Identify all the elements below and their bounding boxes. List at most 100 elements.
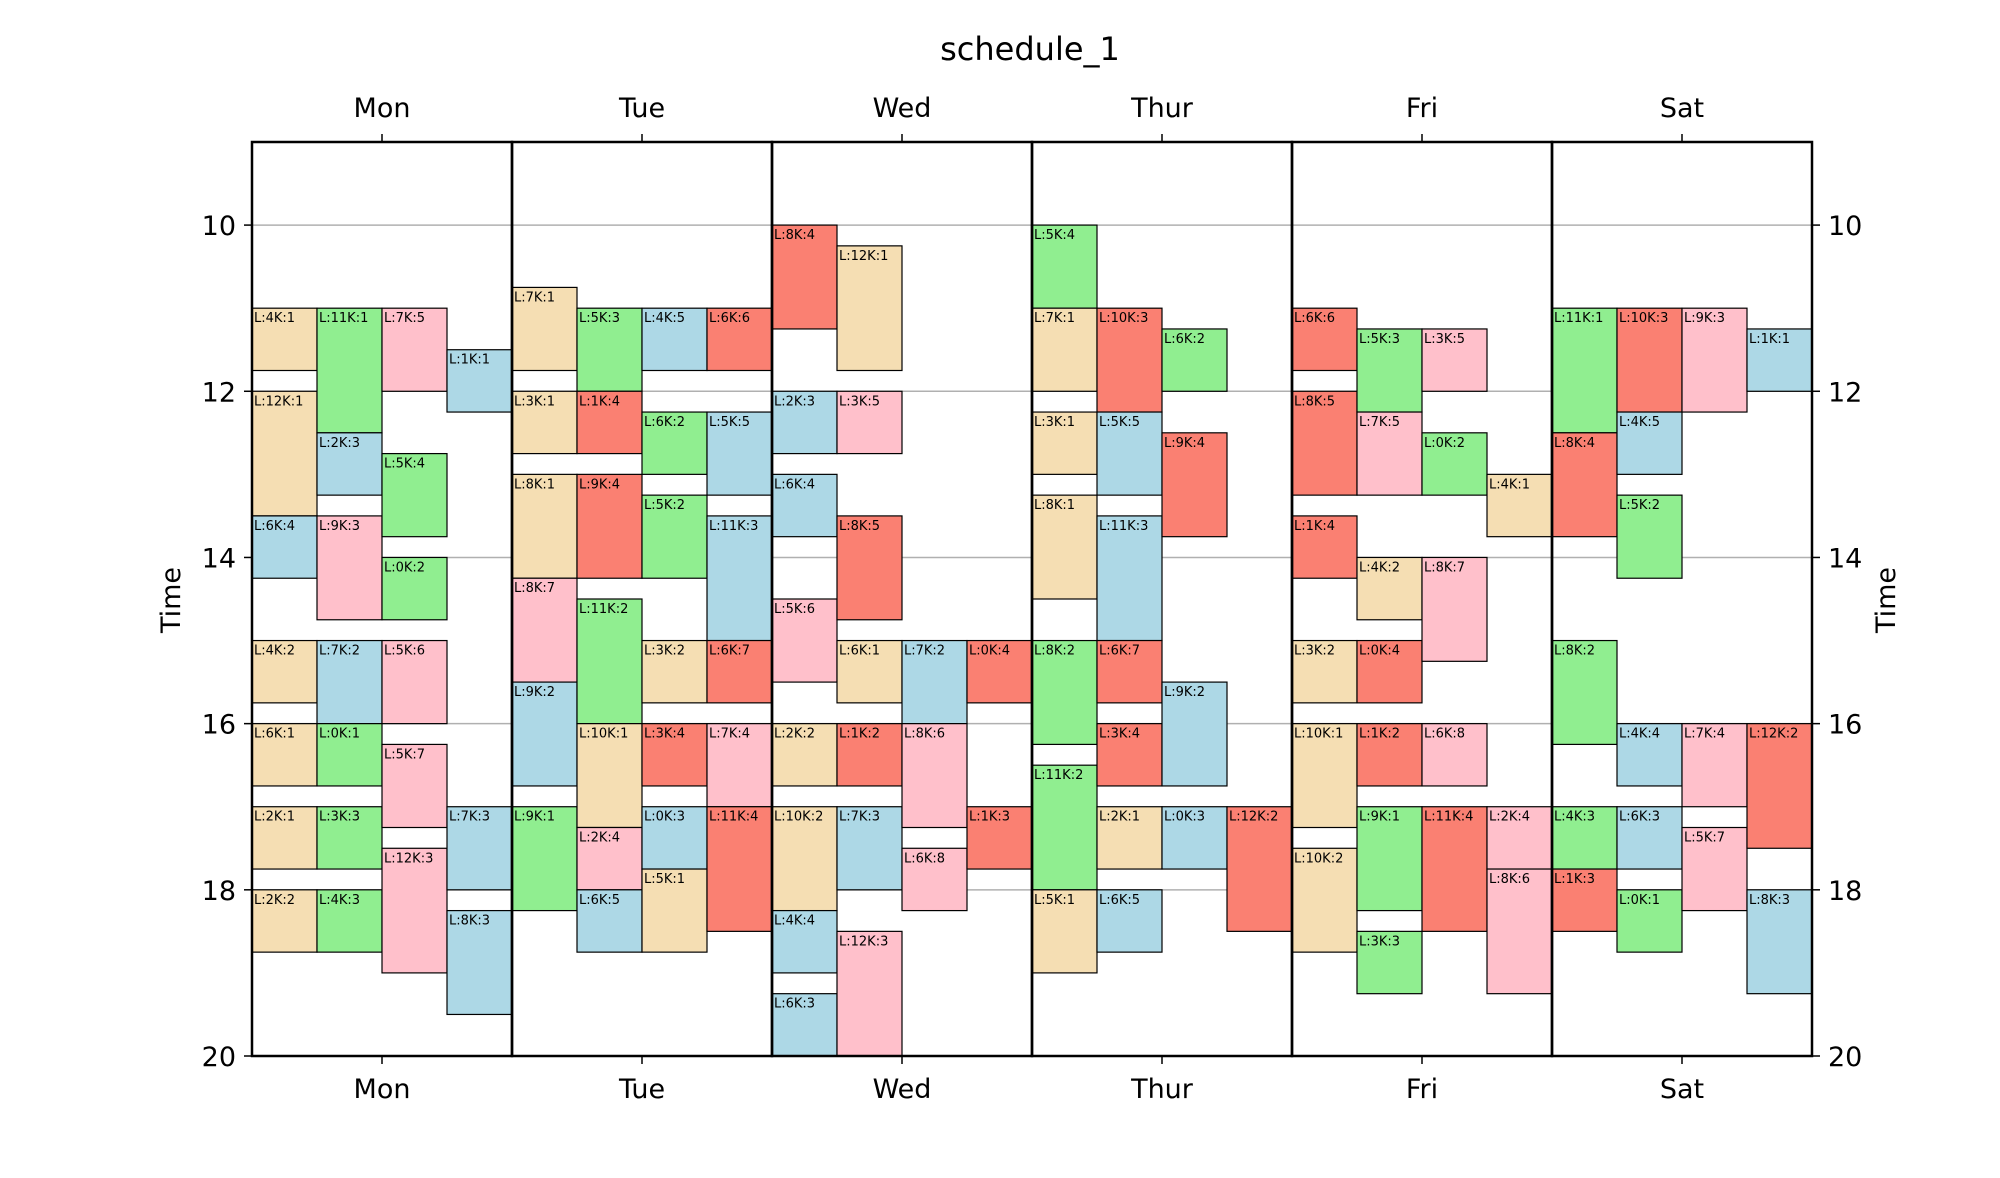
day-label-top: Fri	[1406, 93, 1438, 124]
event-label: L:11K:1	[319, 311, 368, 326]
event-block	[1616, 411, 1683, 475]
event-label: L:8K:5	[1294, 394, 1335, 409]
event-label: L:8K:7	[514, 581, 555, 596]
event-label: L:2K:2	[774, 727, 815, 742]
y-tick-label-right: 20	[1828, 1042, 1862, 1073]
event-label: L:11K:1	[1554, 311, 1603, 326]
event-block	[1616, 723, 1683, 787]
event-block	[1486, 868, 1553, 995]
event-label: L:4K:3	[319, 893, 360, 908]
event-block	[381, 847, 448, 974]
event-block	[1096, 723, 1163, 787]
event-label: L:8K:3	[1749, 893, 1790, 908]
event-block	[1421, 723, 1488, 787]
event-block	[1616, 307, 1683, 413]
event-label: L:6K:3	[774, 997, 815, 1012]
event-label: L:5K:2	[1619, 498, 1660, 513]
event-label: L:7K:3	[839, 810, 880, 825]
event-block	[576, 723, 643, 829]
event-label: L:10K:1	[1294, 727, 1343, 742]
event-block	[316, 515, 383, 621]
event-label: L:8K:3	[449, 914, 490, 929]
event-label: L:10K:2	[774, 810, 823, 825]
y-tick-label-left: 12	[202, 377, 236, 408]
y-tick-label-left: 10	[202, 211, 236, 242]
event-label: L:6K:1	[254, 727, 295, 742]
event-label: L:6K:7	[1099, 644, 1140, 659]
event-label: L:3K:2	[644, 644, 685, 659]
event-label: L:7K:5	[384, 311, 425, 326]
event-label: L:0K:4	[969, 644, 1010, 659]
event-label: L:5K:1	[1034, 893, 1075, 908]
event-label: L:3K:3	[319, 810, 360, 825]
event-label: L:12K:3	[384, 851, 433, 866]
event-block	[771, 806, 838, 912]
event-label: L:10K:2	[1294, 851, 1343, 866]
event-block	[1031, 224, 1098, 309]
event-block	[771, 598, 838, 683]
event-block	[641, 723, 708, 787]
y-tick-label-right: 14	[1828, 543, 1862, 574]
event-label: L:0K:2	[1424, 436, 1465, 451]
event-label: L:6K:8	[1424, 727, 1465, 742]
event-block	[1746, 889, 1813, 995]
event-block	[901, 723, 968, 829]
event-block	[316, 806, 383, 870]
event-label: L:3K:4	[1099, 727, 1140, 742]
event-label: L:10K:3	[1619, 311, 1668, 326]
event-block	[1291, 307, 1358, 372]
day-label-top: Tue	[618, 93, 665, 124]
event-label: L:9K:2	[514, 685, 555, 700]
event-block	[576, 390, 643, 455]
event-block	[1161, 432, 1228, 538]
event-block	[1551, 307, 1618, 434]
event-block	[381, 639, 448, 725]
event-label: L:4K:5	[1619, 415, 1660, 430]
event-label: L:6K:8	[904, 851, 945, 866]
event-label: L:2K:1	[1099, 810, 1140, 825]
event-label: L:8K:1	[1034, 498, 1075, 513]
event-label: L:2K:4	[1489, 810, 1530, 825]
event-label: L:5K:2	[644, 498, 685, 513]
event-label: L:8K:5	[839, 519, 880, 534]
event-block	[316, 307, 383, 434]
event-label: L:6K:2	[644, 415, 685, 430]
event-label: L:12K:1	[839, 249, 888, 264]
event-label: L:8K:2	[1554, 644, 1595, 659]
event-block	[251, 390, 318, 517]
event-label: L:9K:4	[579, 477, 620, 492]
event-label: L:4K:3	[1554, 810, 1595, 825]
event-label: L:2K:4	[579, 831, 620, 846]
event-block	[836, 723, 903, 787]
y-tick-label-left: 18	[202, 876, 236, 907]
event-label: L:10K:3	[1099, 311, 1148, 326]
event-block	[641, 494, 708, 579]
event-block	[316, 723, 383, 787]
event-label: L:5K:4	[384, 457, 425, 472]
event-label: L:8K:7	[1424, 560, 1465, 575]
day-label-bottom: Fri	[1406, 1074, 1438, 1105]
event-label: L:8K:6	[1489, 872, 1530, 887]
event-label: L:7K:1	[1034, 311, 1075, 326]
event-block	[446, 349, 513, 413]
event-block	[1551, 639, 1618, 746]
event-block	[1616, 494, 1683, 579]
event-label: L:6K:6	[1294, 311, 1335, 326]
event-block	[381, 743, 448, 829]
event-block	[836, 806, 903, 891]
event-block	[576, 598, 643, 725]
event-label: L:11K:2	[579, 602, 628, 617]
event-block	[1031, 639, 1098, 746]
event-label: L:6K:4	[254, 519, 295, 534]
event-label: L:5K:6	[774, 602, 815, 617]
event-label: L:11K:3	[709, 519, 758, 534]
event-label: L:5K:4	[1034, 228, 1075, 243]
event-block	[1551, 432, 1618, 538]
event-block	[1421, 328, 1488, 392]
event-block	[966, 639, 1033, 704]
event-label: L:8K:4	[1554, 436, 1595, 451]
event-block	[381, 556, 448, 621]
y-tick-label-left: 16	[202, 710, 236, 741]
